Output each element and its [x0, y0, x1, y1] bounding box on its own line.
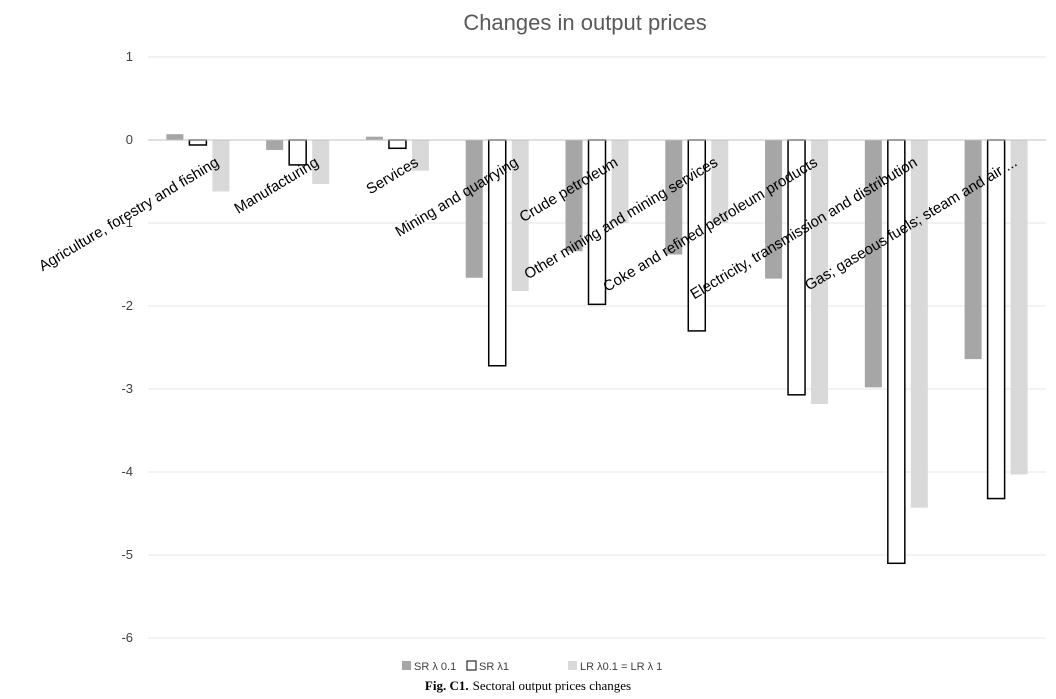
y-tick-label: -2 — [121, 298, 133, 313]
bar — [711, 140, 729, 223]
y-tick-label: -6 — [121, 630, 133, 645]
y-tick-label: -1 — [121, 215, 133, 230]
bar — [964, 140, 982, 360]
bar — [365, 136, 383, 140]
bar — [765, 140, 783, 279]
bar — [986, 139, 1006, 500]
bar — [312, 140, 330, 184]
figure-caption: Fig. C1. Sectoral output prices changes — [425, 678, 631, 693]
legend-swatch — [402, 661, 411, 670]
bar — [188, 139, 208, 146]
bar — [611, 140, 629, 223]
legend-label: SR λ 0.1 — [414, 661, 456, 673]
bar — [465, 140, 483, 278]
bar — [910, 140, 928, 508]
legend-label: SR λ1 — [479, 661, 509, 673]
y-tick-label: -3 — [121, 381, 133, 396]
bar — [166, 134, 184, 140]
bar — [811, 140, 829, 404]
legend: SR λ 0.1 SR λ1 LR λ0.1 = LR λ 1 — [402, 660, 662, 673]
gridlines — [148, 56, 1046, 639]
bar — [665, 140, 683, 255]
bar — [887, 139, 906, 565]
caption-label: Fig. C1. — [425, 678, 469, 693]
bar — [1010, 140, 1028, 475]
bar — [266, 140, 284, 150]
bars — [166, 134, 1028, 565]
bar — [864, 140, 882, 388]
category-label: Manufacturing — [231, 154, 321, 218]
bar — [511, 140, 529, 292]
category-label: Services — [363, 154, 421, 198]
y-tick-label: 1 — [126, 49, 133, 64]
y-tick-label: -4 — [121, 464, 133, 479]
y-tick-label: -5 — [121, 547, 133, 562]
y-axis: 1 0 -1 -2 -3 -4 -5 -6 — [121, 49, 133, 645]
legend-swatch — [466, 660, 477, 671]
bar — [388, 139, 407, 150]
bar — [565, 140, 583, 252]
bar — [411, 140, 429, 171]
legend-label: LR λ0.1 = LR λ 1 — [580, 661, 662, 673]
bar — [212, 140, 230, 192]
category-label: Agriculture, forestry and fishing — [36, 154, 222, 275]
y-tick-label: 0 — [126, 132, 133, 147]
caption-text: Sectoral output prices changes — [473, 678, 631, 693]
legend-swatch — [568, 661, 577, 670]
chart-title: Changes in output prices — [463, 10, 706, 35]
